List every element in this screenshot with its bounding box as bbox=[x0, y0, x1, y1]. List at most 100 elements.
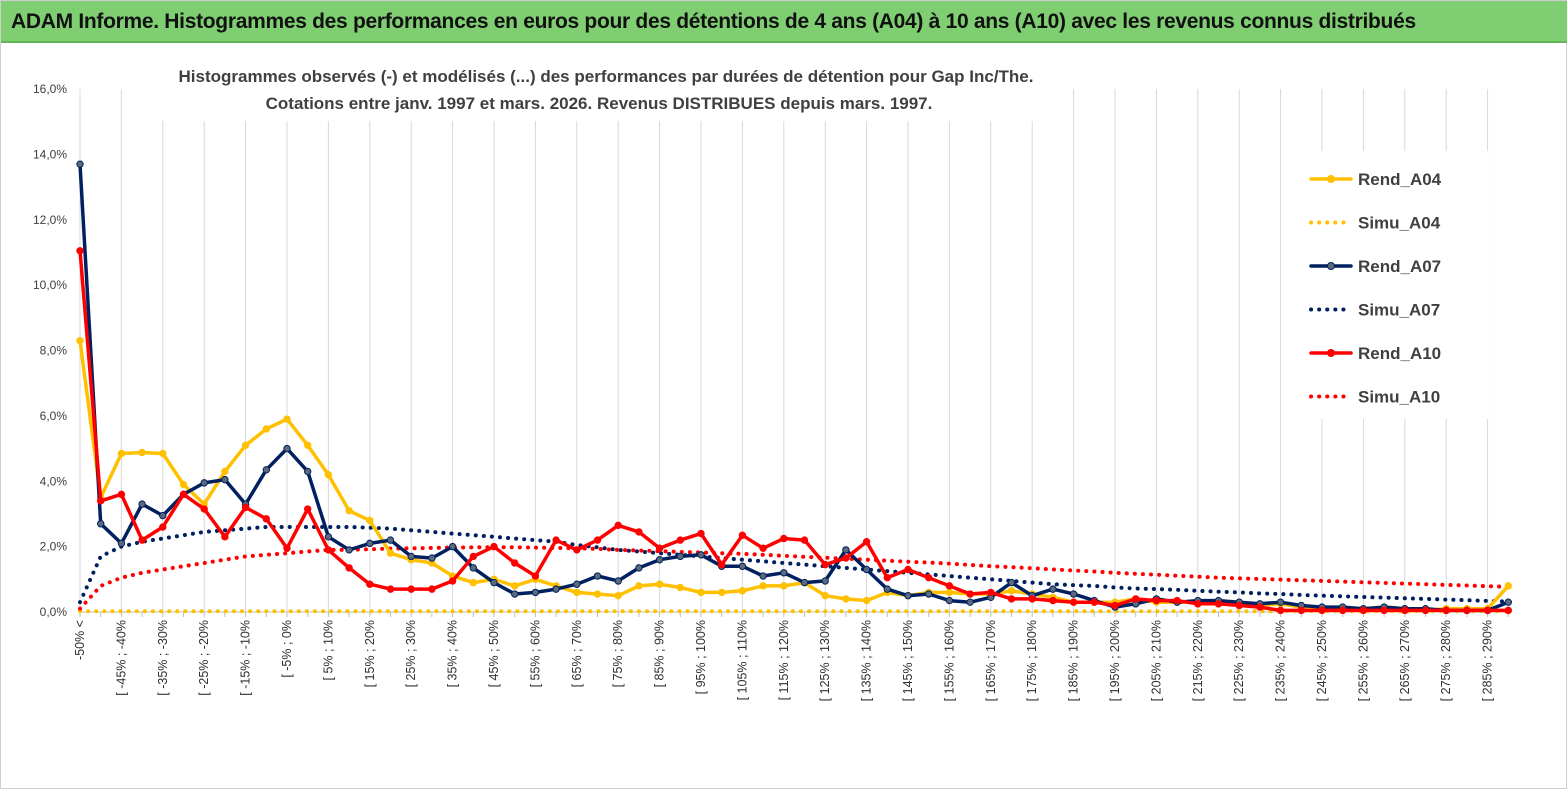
data-point bbox=[925, 590, 933, 598]
x-tick-label: [ -5% ; 0% bbox=[280, 620, 294, 678]
data-point bbox=[200, 505, 208, 513]
data-point bbox=[1297, 606, 1306, 615]
data-point bbox=[386, 549, 395, 557]
data-point bbox=[800, 578, 809, 587]
legend-label: Simu_A10 bbox=[1358, 388, 1440, 407]
data-point bbox=[842, 595, 850, 603]
data-point bbox=[759, 544, 767, 552]
x-tick-label: [ 165% ; 170% bbox=[984, 620, 998, 701]
data-point bbox=[138, 500, 146, 508]
data-point bbox=[366, 516, 374, 525]
data-point bbox=[945, 588, 954, 597]
data-point bbox=[759, 582, 767, 590]
x-tick-label: [ 145% ; 150% bbox=[901, 620, 915, 701]
series-line-rend-a10 bbox=[78, 249, 1511, 613]
data-point bbox=[511, 559, 519, 567]
data-point bbox=[221, 533, 229, 541]
data-point bbox=[966, 598, 974, 606]
data-point bbox=[1069, 598, 1078, 606]
data-point bbox=[1173, 596, 1181, 605]
data-point bbox=[304, 441, 312, 449]
data-point bbox=[697, 588, 705, 597]
data-point bbox=[531, 588, 540, 597]
data-point bbox=[1090, 598, 1099, 606]
data-point bbox=[221, 467, 229, 476]
data-point bbox=[1421, 606, 1430, 615]
x-tick-label: -50% < bbox=[73, 620, 87, 660]
data-point bbox=[76, 336, 84, 345]
data-point bbox=[635, 582, 643, 590]
x-tick-label: [ 255% ; 260% bbox=[1356, 620, 1370, 701]
data-point bbox=[1069, 590, 1078, 598]
data-point bbox=[97, 497, 105, 505]
data-point bbox=[738, 562, 747, 570]
data-point bbox=[1318, 606, 1326, 615]
legend-label: Rend_A07 bbox=[1358, 257, 1441, 276]
data-point bbox=[1504, 606, 1513, 615]
data-point bbox=[407, 585, 415, 593]
data-point bbox=[552, 585, 560, 593]
data-point bbox=[780, 569, 788, 577]
data-point bbox=[1194, 600, 1202, 608]
data-point bbox=[428, 585, 436, 593]
data-point bbox=[614, 521, 622, 530]
series-line-rend-a04 bbox=[78, 338, 1511, 613]
chart-subtitle: Histogrammes observés (-) et modélisés (… bbox=[151, 57, 1056, 121]
data-point bbox=[1504, 598, 1513, 606]
data-point bbox=[573, 588, 581, 597]
data-point bbox=[241, 441, 250, 449]
data-point bbox=[573, 580, 581, 588]
data-point bbox=[117, 449, 126, 458]
data-point bbox=[76, 160, 84, 168]
data-point bbox=[448, 542, 457, 551]
data-point bbox=[1339, 606, 1347, 615]
data-point bbox=[800, 536, 809, 544]
data-point bbox=[1463, 606, 1471, 615]
data-point bbox=[97, 520, 105, 528]
data-point bbox=[862, 565, 871, 574]
data-point bbox=[345, 546, 353, 554]
data-point bbox=[821, 560, 829, 569]
x-tick-label: [ -15% ; -10% bbox=[239, 620, 253, 696]
data-point bbox=[862, 596, 871, 605]
data-point bbox=[1442, 606, 1450, 615]
data-point bbox=[738, 531, 747, 539]
data-point bbox=[469, 578, 477, 587]
x-tick-label: [ 185% ; 190% bbox=[1067, 620, 1081, 701]
x-tick-label: [ 115% ; 120% bbox=[777, 620, 791, 700]
subtitle-background bbox=[151, 57, 1056, 121]
data-point bbox=[573, 546, 581, 554]
x-tick-label: [ 65% ; 70% bbox=[570, 620, 584, 687]
data-point bbox=[925, 573, 933, 582]
data-point bbox=[966, 590, 974, 598]
data-point bbox=[1359, 606, 1368, 615]
data-point bbox=[718, 560, 726, 569]
x-tick-label: [ 135% ; 140% bbox=[860, 620, 874, 701]
data-point bbox=[345, 506, 353, 515]
data-point bbox=[1235, 601, 1243, 610]
y-tick-label: 16,0% bbox=[33, 82, 67, 96]
data-point bbox=[821, 577, 829, 585]
subtitle-line-2: Cotations entre janv. 1997 et mars. 2026… bbox=[266, 94, 933, 113]
histogram-chart: 0,0% 2,0% 4,0% 6,0% 8,0% 10,0% 12,0% 14,0% 16,0%… bbox=[33, 57, 1513, 701]
x-tick-label: [ 55% ; 60% bbox=[528, 620, 542, 687]
data-point bbox=[511, 590, 519, 598]
x-tick-label: [ 175% ; 180% bbox=[1025, 620, 1039, 701]
data-point bbox=[593, 536, 602, 544]
data-point bbox=[469, 552, 477, 561]
data-point bbox=[1049, 585, 1057, 593]
data-point bbox=[324, 546, 333, 554]
legend-label: Rend_A04 bbox=[1358, 170, 1442, 189]
data-point bbox=[842, 546, 850, 554]
data-point bbox=[1276, 598, 1285, 606]
x-tick-label: [ 245% ; 250% bbox=[1315, 620, 1329, 701]
data-point bbox=[738, 587, 747, 595]
legend-label: Simu_A07 bbox=[1358, 301, 1440, 320]
chart-grid bbox=[79, 89, 1489, 612]
data-point bbox=[366, 539, 374, 548]
data-point bbox=[345, 564, 353, 572]
x-tick-label: [ -35% ; -30% bbox=[156, 620, 170, 696]
data-point bbox=[1111, 601, 1119, 610]
data-point bbox=[697, 529, 705, 538]
